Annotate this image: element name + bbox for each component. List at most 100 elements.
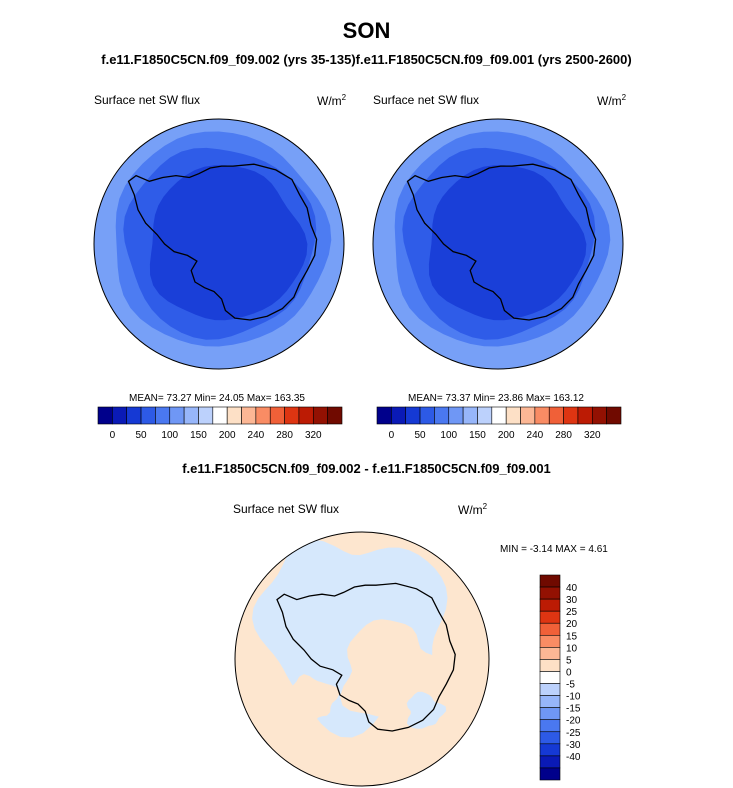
colorbar-tick-label: 40 bbox=[566, 583, 578, 594]
colorbar-tick-label: 0 bbox=[389, 430, 395, 441]
left-panel-units: W/m2 bbox=[317, 93, 347, 108]
colorbar-swatch bbox=[419, 406, 435, 425]
colorbar-swatch bbox=[577, 406, 593, 425]
colorbar-swatch bbox=[539, 671, 561, 684]
colorbar-tick-label: 240 bbox=[527, 430, 544, 441]
colorbar-tick-label: 50 bbox=[135, 430, 147, 441]
colorbar-swatch bbox=[391, 406, 407, 425]
positive-diff-patch bbox=[287, 674, 340, 725]
colorbar-swatch bbox=[539, 610, 561, 624]
colorbar-tick-label: 200 bbox=[219, 430, 236, 441]
colorbar-tick-label: -25 bbox=[566, 728, 581, 739]
colorbar-tick-label: -30 bbox=[566, 740, 581, 751]
colorbar-swatch bbox=[539, 755, 561, 769]
colorbar-tick-label: 200 bbox=[498, 430, 515, 441]
colorbar-tick-label: 0 bbox=[566, 667, 572, 678]
map-border bbox=[93, 118, 345, 370]
colorbar-tick-label: 20 bbox=[566, 619, 578, 630]
colorbar-swatch bbox=[539, 647, 561, 660]
colorbar-swatch bbox=[284, 406, 300, 425]
colorbar-tick-label: 25 bbox=[566, 607, 578, 618]
colorbar-swatch bbox=[448, 406, 464, 425]
colorbar-tick-label: -5 bbox=[566, 680, 575, 691]
colorbar-swatch bbox=[539, 598, 561, 612]
map-border bbox=[372, 118, 624, 370]
stats-text: MEAN= 73.27 Min= 24.05 Max= 163.35 bbox=[129, 393, 305, 404]
colorbar-tick-label: 50 bbox=[414, 430, 426, 441]
antarctic-flux-core bbox=[149, 165, 308, 321]
colorbar-tick-label: 10 bbox=[566, 643, 578, 654]
colorbar-swatch bbox=[539, 767, 561, 781]
colorbar-tick-label: 0 bbox=[110, 430, 116, 441]
antarctica-coastline bbox=[406, 163, 597, 321]
colorbar-swatch bbox=[327, 406, 343, 425]
colorbar-swatch bbox=[477, 406, 493, 425]
colorbar-swatch bbox=[491, 406, 507, 425]
colorbar-swatch bbox=[539, 695, 561, 708]
diff-panel-units: W/m2 bbox=[458, 502, 488, 517]
colorbar-tick-label: 240 bbox=[248, 430, 265, 441]
colorbar-swatch bbox=[255, 406, 271, 425]
colorbar-tick-label: -40 bbox=[566, 752, 581, 763]
colorbar-swatch bbox=[539, 707, 561, 721]
colorbar-swatch bbox=[126, 406, 142, 425]
colorbar-tick-label: 280 bbox=[276, 430, 293, 441]
colorbar-swatch bbox=[505, 406, 521, 425]
colorbar-tick-label: 5 bbox=[566, 655, 572, 666]
colorbar-tick-label: 280 bbox=[555, 430, 572, 441]
colorbar-swatch bbox=[434, 406, 450, 425]
colorbar-swatch bbox=[140, 406, 156, 425]
map-diff bbox=[235, 532, 489, 786]
diff-panel-title: Surface net SW flux bbox=[233, 502, 340, 516]
colorbar-swatch bbox=[539, 574, 561, 588]
season-title: SON bbox=[342, 18, 391, 43]
colorbar-swatch bbox=[405, 406, 421, 425]
comparison-title: f.e11.F1850C5CN.f09_f09.002 (yrs 35-135)… bbox=[101, 52, 632, 67]
colorbar-swatch bbox=[539, 743, 561, 757]
colorbar-tick-label: 30 bbox=[566, 595, 578, 606]
colorbar-swatch bbox=[169, 406, 185, 425]
left-panel-title: Surface net SW flux bbox=[94, 93, 201, 107]
colorbar-swatch bbox=[241, 406, 257, 425]
antarctic-flux-core bbox=[428, 165, 587, 321]
colorbar-tick-label: -20 bbox=[566, 716, 581, 727]
antarctica-coastline bbox=[276, 582, 456, 732]
colorbar-swatch bbox=[563, 406, 579, 425]
difference-title: f.e11.F1850C5CN.f09_f09.002 - f.e11.F185… bbox=[182, 461, 551, 476]
colorbar-swatch bbox=[534, 406, 550, 425]
colorbar-swatch bbox=[539, 622, 561, 636]
colorbar-swatch bbox=[539, 586, 561, 600]
colorbar-tick-label: -10 bbox=[566, 692, 581, 703]
colorbar-swatch bbox=[539, 659, 561, 672]
colorbar-tick-label: -15 bbox=[566, 704, 581, 715]
map-left bbox=[94, 119, 344, 369]
colorbar-tick-label: 15 bbox=[566, 631, 578, 642]
antarctica-coastline bbox=[127, 163, 318, 321]
colorbar-swatch bbox=[155, 406, 171, 425]
colorbar-tick-label: 320 bbox=[584, 430, 601, 441]
right-panel-units: W/m2 bbox=[597, 93, 627, 108]
colorbar-swatch bbox=[226, 406, 242, 425]
right-panel-title: Surface net SW flux bbox=[373, 93, 480, 107]
map-border bbox=[234, 531, 490, 787]
colorbar-swatch bbox=[462, 406, 478, 425]
colorbar-swatch bbox=[606, 406, 622, 425]
colorbar-swatch bbox=[198, 406, 214, 425]
colorbar-swatch bbox=[269, 406, 285, 425]
colorbar-swatch bbox=[376, 406, 392, 425]
colorbar-swatch bbox=[97, 406, 113, 425]
colorbar-tick-label: 100 bbox=[440, 430, 457, 441]
colorbar-swatch bbox=[539, 719, 561, 733]
colorbar-tick-label: 150 bbox=[190, 430, 207, 441]
colorbar-swatch bbox=[212, 406, 228, 425]
colorbar-tick-label: 320 bbox=[305, 430, 322, 441]
colorbar-swatch bbox=[539, 683, 561, 696]
colorbar-swatch bbox=[183, 406, 199, 425]
colorbar-swatch bbox=[298, 406, 314, 425]
colorbar-tick-label: 100 bbox=[161, 430, 178, 441]
colorbar-swatch bbox=[112, 406, 128, 425]
map-right bbox=[373, 119, 623, 369]
colorbar-swatch bbox=[312, 406, 328, 425]
colorbar-swatch bbox=[539, 634, 561, 648]
